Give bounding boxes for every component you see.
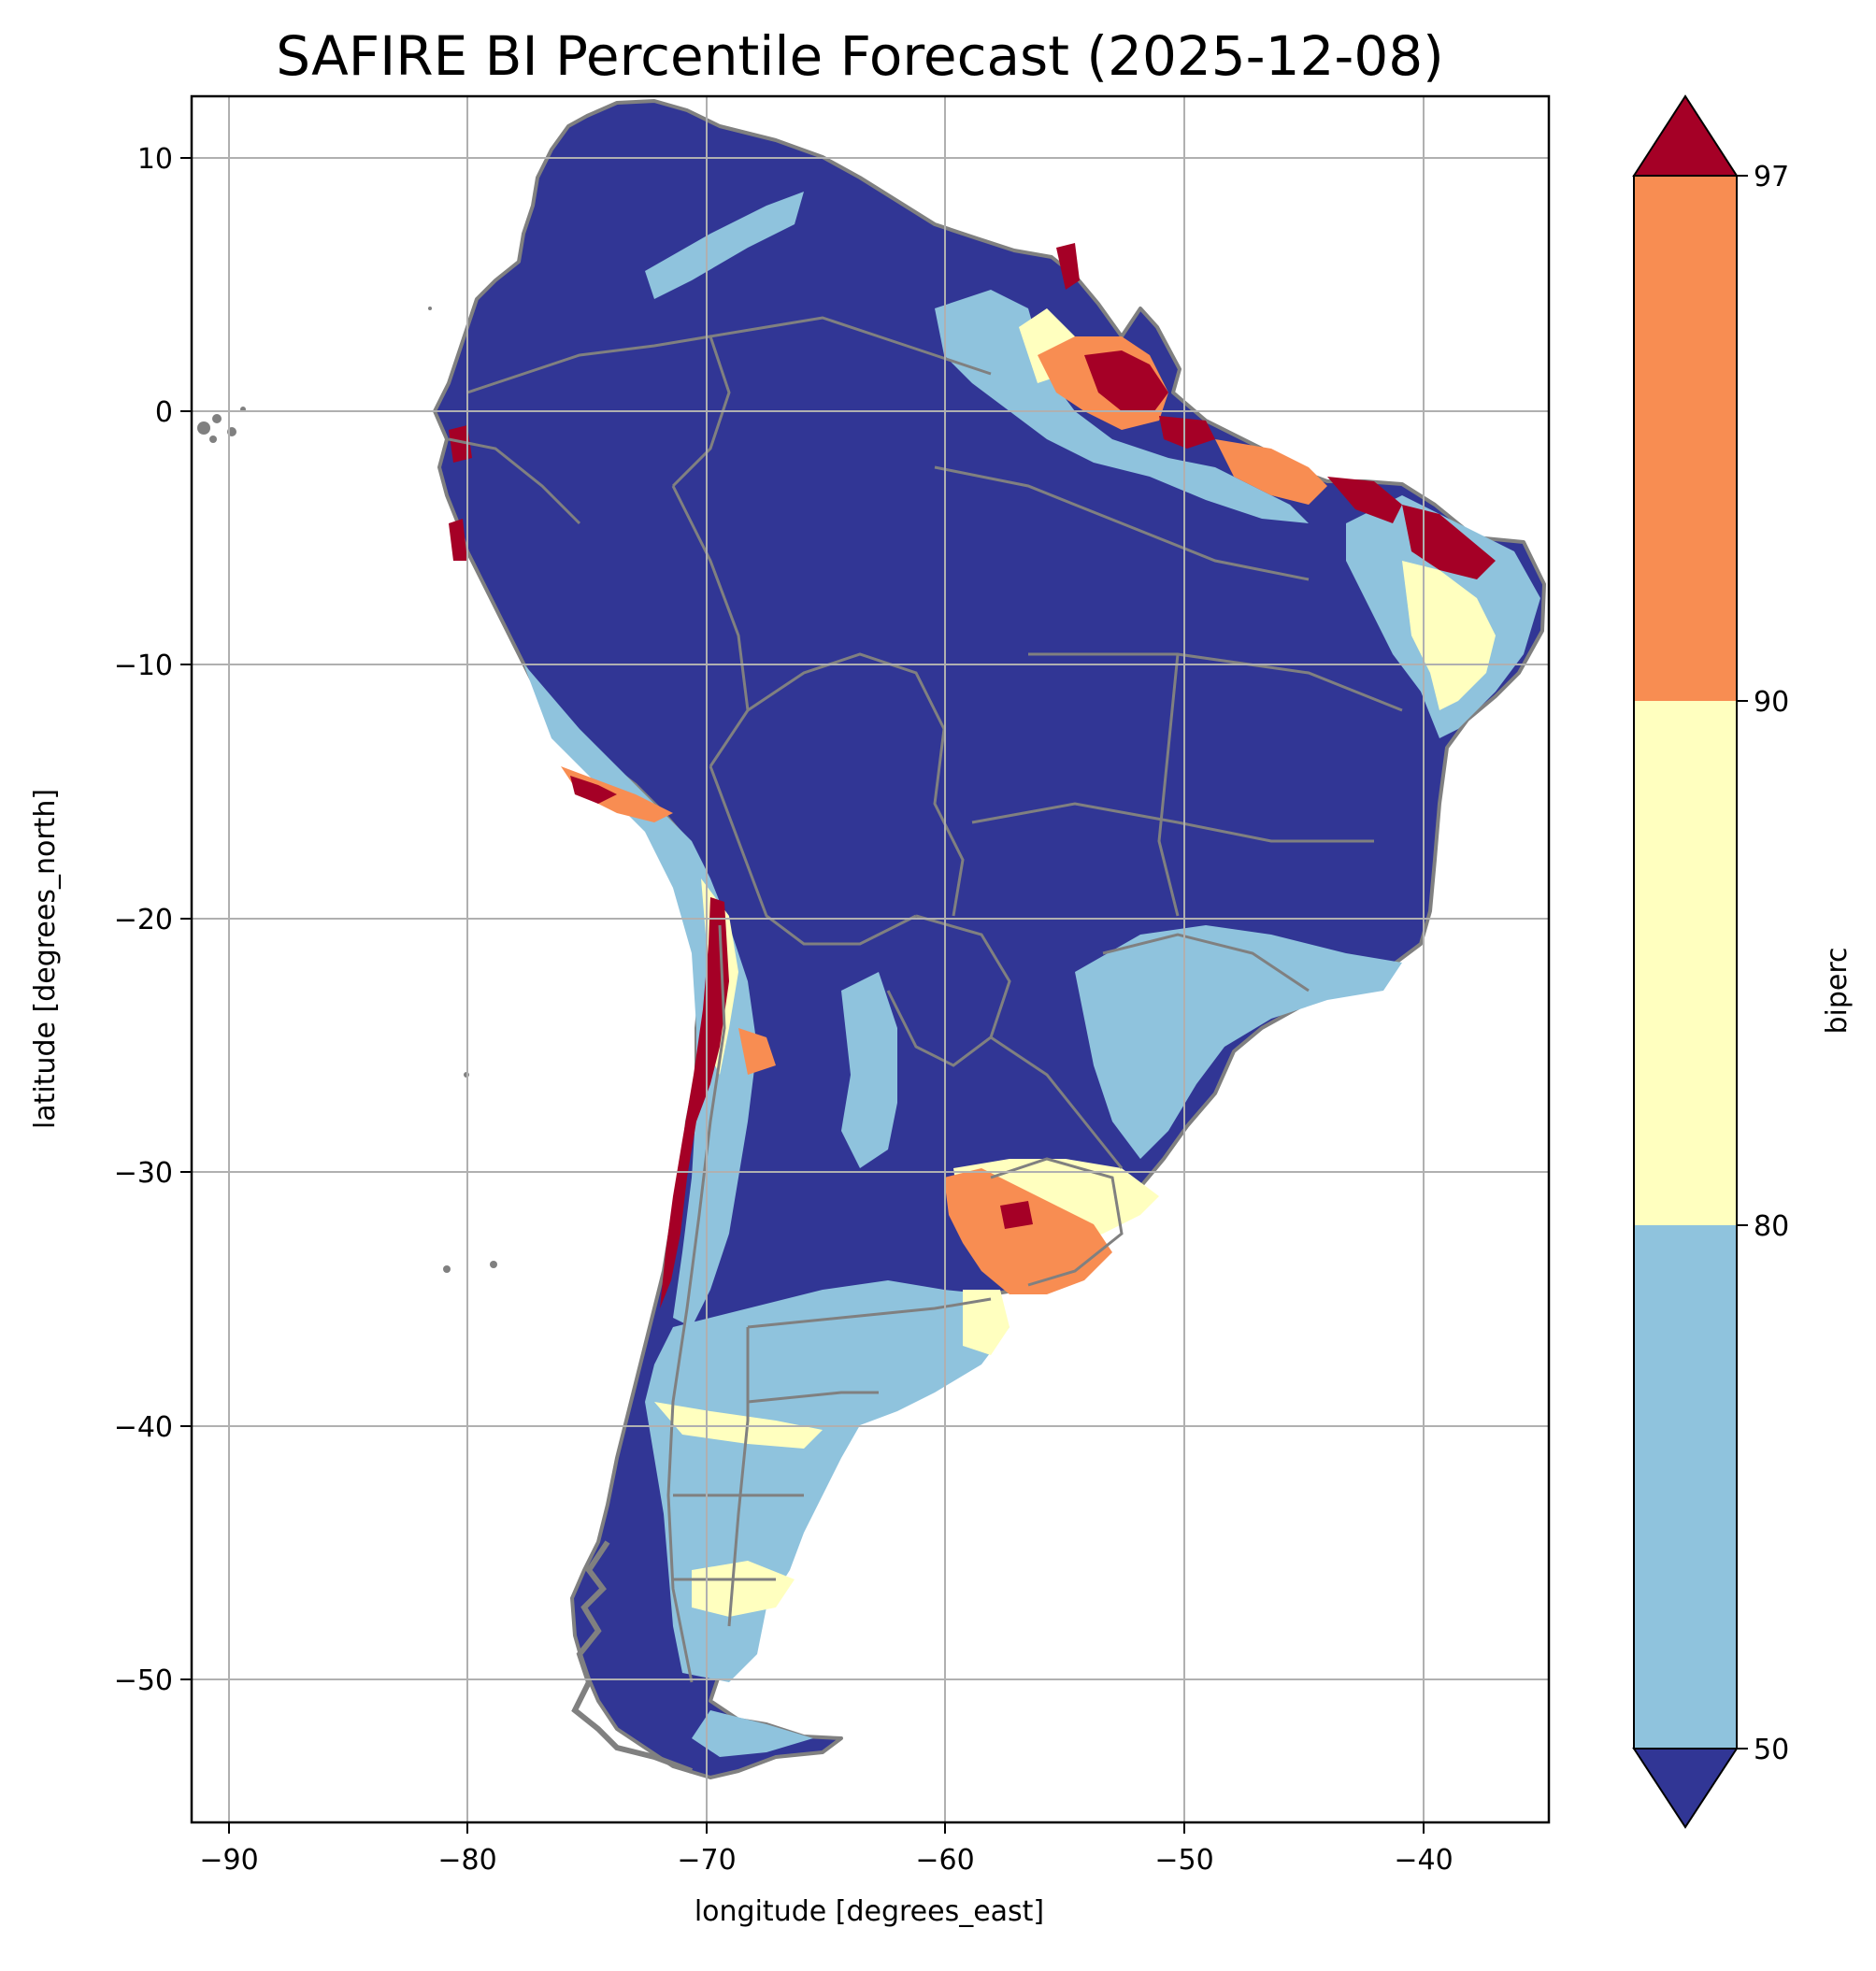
map-panel: −90 −80 −70 −60 −50 −40 10 0 −10 −20 −30… [29,94,1551,1928]
x-axis [228,1822,1425,1834]
region-yellow-buenos-aires [963,1290,1010,1355]
border-bolivia-brazil [747,652,965,917]
x-tick-label: −70 [677,1844,736,1877]
region-red-uruguay-center [1000,1201,1033,1229]
colorbar-label: biperc [1821,947,1854,1034]
border-argentina-provinces-5 [727,1327,750,1627]
region-yellow-northeast [1402,561,1496,710]
region-chaco [841,972,897,1168]
x-tick-label: −90 [199,1844,258,1877]
class-above-97-regions [449,243,1496,1308]
colorbar: 97 90 80 50 biperc [1632,94,1854,1829]
colorbar-extend-top [1632,94,1739,177]
y-tick-label: −40 [114,1411,173,1444]
map-title: SAFIRE BI Percentile Forecast (2025-12-0… [276,24,1444,88]
region-red-ecuador [449,425,472,463]
y-tick-label: −30 [114,1157,173,1190]
chile-fjords-coast [571,1540,694,1774]
colorbar-tick-label: 97 [1754,161,1789,193]
region-red-peru-south [570,776,617,804]
region-red-guiana [1056,243,1080,290]
border-argentina-provinces-1 [747,1297,992,1329]
border-peru-brazil [671,485,750,767]
x-tick-label: −80 [437,1844,496,1877]
y-tick-label: −50 [114,1664,173,1697]
border-bolivia-south [709,765,917,946]
region-red-northeast-interior [1402,505,1496,579]
y-tick-label: 0 [155,396,173,429]
border-uruguay [990,1157,1124,1287]
x-tick-label: −60 [915,1844,974,1877]
border-argentina-brazil [990,1035,1124,1169]
border-brazil-states-4 [971,802,1374,843]
region-red-ceara [1327,477,1402,523]
region-red-peru-coast [449,519,467,561]
border-brazil-states-5 [1102,933,1310,993]
border-brazil-states-2 [1157,653,1180,917]
border-colombia [466,335,731,488]
colorbar-tick-label: 50 [1754,1734,1789,1766]
colorbar-frame [1633,175,1738,1750]
region-orange-northeast [1215,439,1327,505]
region-tierra-del-fuego [692,1710,813,1757]
gridlines [192,96,1549,1822]
colorbar-class-90-97 [1634,176,1737,701]
map-frame [190,94,1551,1824]
x-axis-label: longitude [degrees_east] [695,1895,1044,1928]
region-andes-west [523,664,757,1327]
y-axis-label: latitude [degrees_north] [29,789,62,1129]
y-tick-label: −20 [114,904,173,936]
region-red-chile-andes [660,897,729,1308]
colorbar-class-80-90 [1634,701,1737,1225]
y-axis [180,157,192,1680]
region-north-venezuela [645,192,804,299]
region-southeast-brazil [1075,925,1402,1159]
region-orange-uruguay [944,1168,1112,1294]
border-argentina-provinces-2 [747,1391,879,1404]
region-red-marajo [1159,416,1215,449]
colorbar-class-50-80 [1634,1225,1737,1749]
region-orange-bolivia [738,1028,776,1075]
border-brazil-states-1 [934,465,1310,581]
border-ecuador-peru [448,437,581,525]
x-tick-label: −40 [1394,1844,1453,1877]
colorbar-tick-label: 80 [1754,1210,1789,1243]
region-yellow-patagonia [692,1561,795,1617]
y-tick-label: −10 [114,650,173,682]
region-red-amapa [1084,350,1168,411]
country-borders [448,316,1403,1683]
colorbar-extend-bottom [1632,1748,1739,1829]
x-tick-label: −50 [1154,1844,1213,1877]
y-tick-label: 10 [137,143,173,176]
colorbar-tick-label: 90 [1754,686,1789,719]
border-chile-argentina [666,924,726,1683]
